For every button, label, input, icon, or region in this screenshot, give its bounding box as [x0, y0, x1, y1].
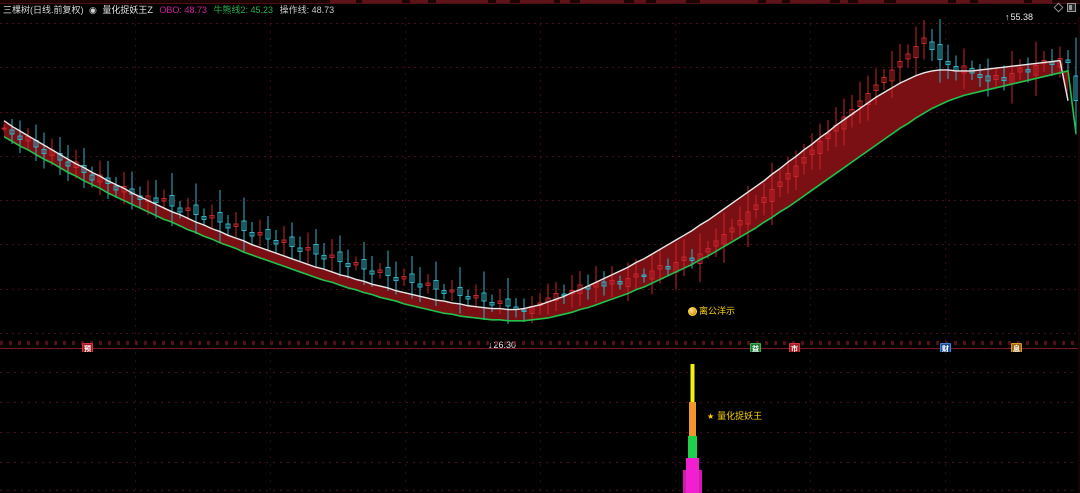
pane-divider-dots: [0, 341, 1080, 345]
pane-divider: [0, 348, 1080, 349]
right-edge-rail: [1078, 17, 1080, 493]
field-value-operation: 48.73: [311, 5, 335, 15]
chrome-tick: [560, 0, 570, 3]
field-label-bullbear: 牛熊线2:: [213, 5, 248, 15]
field-label-operation: 操作线:: [279, 5, 310, 15]
chrome-tick: [858, 0, 884, 3]
field-value-obo: 48.73: [184, 5, 207, 15]
indicator-bar-segment: [699, 470, 702, 493]
indicator-bar-segment: [688, 436, 697, 458]
chrome-tick: [956, 0, 970, 3]
chrome-tick: [330, 0, 356, 3]
chrome-tick: [496, 0, 510, 3]
field-label-obo: OBO:: [159, 5, 182, 15]
price-chart-canvas: [0, 17, 1080, 345]
chrome-tick: [410, 0, 428, 3]
chrome-tick: [896, 0, 948, 3]
indicator-chart-canvas: [0, 352, 1080, 493]
bullbear-line: [3, 69, 1077, 322]
grid-lines: [0, 352, 1080, 493]
chrome-tick: [790, 0, 830, 3]
indicator-bar-segment: [690, 364, 695, 402]
window-chrome-strip: [0, 0, 1080, 4]
circle-dot-icon: ◉: [89, 5, 97, 15]
star-icon: ★: [707, 412, 715, 421]
indicator-bar-segment: [683, 470, 686, 493]
indicator-signal-text: 量化捉妖王: [717, 411, 763, 421]
chrome-tick: [766, 0, 782, 3]
chart-header: 三棵树(日线.前复权) ◉ 量化捉妖王Z OBO: 48.73 牛熊线2: 45…: [0, 4, 1080, 17]
instrument-title: 三棵树(日线.前复权): [3, 5, 84, 15]
diamond-icon[interactable]: [1053, 2, 1064, 12]
indicator-signal-label: ★ 量化捉妖王: [707, 411, 762, 422]
chrome-tick: [978, 0, 1024, 3]
window-pane-icon[interactable]: [1067, 2, 1076, 12]
chart-signal-annotation[interactable]: 离公洋示: [688, 306, 735, 316]
chrome-tick: [840, 0, 848, 3]
chrome-tick: [580, 0, 624, 3]
indicator-name: 量化捉妖王Z: [102, 5, 153, 15]
indicator-bar-segment: [686, 458, 699, 493]
operation-line: [3, 59, 1069, 311]
chrome-tick: [1032, 0, 1052, 3]
annotation-text: 离公洋示: [699, 306, 736, 316]
indicator-bar-segment: [689, 402, 696, 436]
chrome-tick: [362, 0, 402, 3]
price-low-label: ↓26.30: [488, 340, 517, 350]
header-tool-icons: [1053, 1, 1076, 13]
chrome-tick: [634, 0, 646, 3]
gold-coin-icon: [688, 306, 697, 316]
chrome-tick: [700, 0, 758, 3]
indicator-pane[interactable]: [0, 352, 1080, 493]
arrow-down-icon: ↓: [488, 340, 493, 350]
chrome-tick: [656, 0, 686, 3]
price-high-label: ↑55.38: [1005, 12, 1034, 22]
chrome-tick: [436, 0, 488, 3]
field-value-bullbear: 45.23: [250, 5, 274, 15]
price-pane[interactable]: [0, 17, 1080, 345]
chrome-tick: [520, 0, 554, 3]
arrow-up-icon: ↑: [1005, 12, 1010, 22]
